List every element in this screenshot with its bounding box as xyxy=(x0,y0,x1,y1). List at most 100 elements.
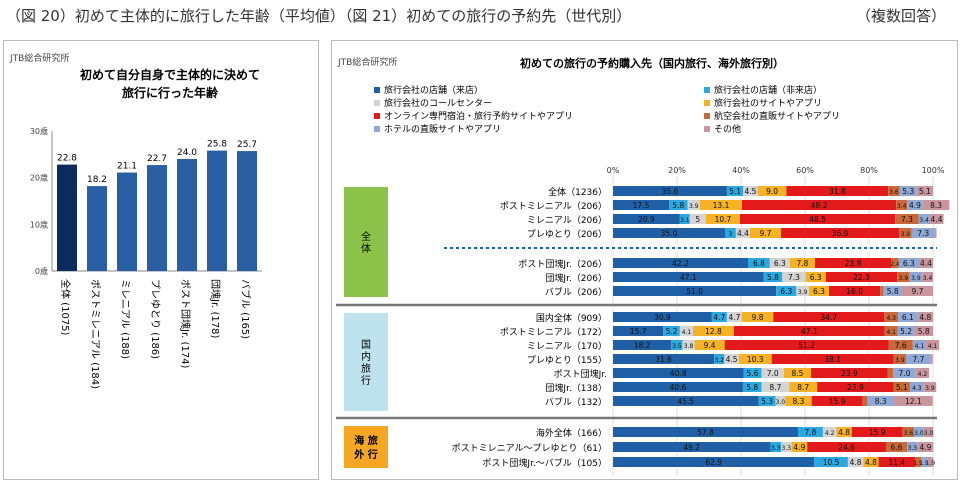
x-tick-label: 80% xyxy=(860,166,878,175)
row-label: ポストミレニアル（206） xyxy=(500,201,607,212)
segment-value-label: 7.8 xyxy=(796,259,808,268)
segment-value-label: 30.9 xyxy=(654,313,671,322)
segment-value-label: 5.3 xyxy=(761,397,773,406)
segment-value-label: 3 xyxy=(729,231,733,238)
group-label-char: 全 xyxy=(361,230,371,243)
row-label: 団塊Jr.（206） xyxy=(545,272,607,284)
segment-value-label: 3.6 xyxy=(904,430,914,437)
segment-value-label: 7.3 xyxy=(788,273,800,282)
stack-segment xyxy=(915,457,922,467)
stack-segment xyxy=(613,427,798,437)
segment-value-label: 6.3 xyxy=(774,259,786,268)
segment-value-label: 4.4 xyxy=(920,259,932,268)
segment-value-label: 12.1 xyxy=(905,397,922,406)
stack-segment xyxy=(915,368,930,378)
bar-value-label: 21.1 xyxy=(117,162,137,172)
group-label-char: 国 xyxy=(361,339,371,351)
segment-value-label: 4.9 xyxy=(920,443,932,452)
stack-segment xyxy=(663,326,680,336)
segment-value-label: 57.8 xyxy=(697,428,714,437)
category-label: ポストミレニアル (184) xyxy=(89,279,101,389)
stack-segment xyxy=(814,258,892,268)
stack-segment xyxy=(613,340,672,350)
legend-label: その他 xyxy=(714,123,741,135)
stack-segment xyxy=(613,382,743,392)
stack-segment xyxy=(740,214,896,224)
stack-segment xyxy=(884,312,899,322)
segment-value-label: 4.2 xyxy=(918,371,928,378)
segment-value-label: 15.9 xyxy=(869,428,886,437)
stack-segment xyxy=(878,457,916,467)
segment-value-label: 48.5 xyxy=(809,215,826,224)
stack-segment xyxy=(785,396,812,406)
stack-segment xyxy=(748,258,770,268)
stack-segment xyxy=(911,228,935,238)
category-label: バブル (165) xyxy=(239,279,252,339)
segment-value-label: 6.3 xyxy=(813,287,825,296)
bar-value-label: 18.2 xyxy=(87,175,107,185)
stack-segment xyxy=(895,214,919,224)
segment-value-label: 3.9 xyxy=(899,275,909,282)
y-tick-label: 20歳 xyxy=(30,173,48,183)
chart-title-line2: 旅行に行った年齢 xyxy=(122,85,219,100)
segment-value-label: 15.7 xyxy=(630,327,647,336)
segment-value-label: 16.0 xyxy=(846,287,863,296)
stack-segment xyxy=(773,312,885,322)
stack-segment xyxy=(613,214,680,224)
segment-value-label: 17.5 xyxy=(633,201,650,210)
stack-segment xyxy=(917,442,934,452)
stack-segment xyxy=(613,312,712,322)
stack-segment xyxy=(912,340,926,350)
segment-value-label: 4.2 xyxy=(825,430,835,437)
stack-segment xyxy=(749,228,781,238)
row-label: ポストミレニアル～プレゆとり（61） xyxy=(452,443,607,454)
segment-value-label: 51.2 xyxy=(798,341,815,350)
stack-segment xyxy=(923,382,937,392)
segment-value-label: 3.3 xyxy=(908,445,918,452)
bar xyxy=(207,150,227,271)
segment-value-label: 1.9 xyxy=(919,460,929,467)
bar-value-label: 22.7 xyxy=(147,154,167,164)
stack-segment xyxy=(923,427,934,437)
segment-value-label: 3.4 xyxy=(919,217,929,224)
legend-swatch xyxy=(374,87,380,93)
segment-value-label: 4.1 xyxy=(915,343,925,350)
stack-segment xyxy=(902,427,915,437)
stack-segment xyxy=(921,457,928,467)
segment-value-label: 12.8 xyxy=(705,327,722,336)
segment-value-label: 18.2 xyxy=(634,341,651,350)
group-label: 外 行 xyxy=(353,448,377,461)
segment-value-label: 3.3 xyxy=(782,445,792,452)
stack-segment xyxy=(808,286,829,296)
segment-value-label: 5.1 xyxy=(919,187,931,196)
stack-segment xyxy=(917,312,933,322)
bar xyxy=(87,186,107,271)
stack-segment xyxy=(735,228,750,238)
segment-value-label: 3.9 xyxy=(911,275,921,282)
stack-segment xyxy=(811,368,888,378)
segment-value-label: 3.5 xyxy=(672,343,682,350)
group-label-char: 体 xyxy=(361,243,371,255)
bar xyxy=(57,164,77,271)
segment-value-label: 5.6 xyxy=(747,369,759,378)
segment-value-label: 9.7 xyxy=(760,229,772,238)
age-chart-panel: JTB総合研究所 初めて自分自身で主体的に決めて 旅行に行った年齢 0歳 10歳 20歳… xyxy=(3,40,319,480)
legend-label: 旅行会社の店舗（来店） xyxy=(384,84,483,96)
segment-value-label: 4.5 xyxy=(726,355,738,364)
x-tick-label: 0% xyxy=(607,166,620,175)
segment-value-label: 51.0 xyxy=(686,287,703,296)
stack-segment xyxy=(888,340,913,350)
stack-segment xyxy=(770,442,781,452)
stack-segment xyxy=(757,186,787,196)
segment-value-label: 8.3 xyxy=(930,201,942,210)
segment-value-label: 5.8 xyxy=(672,201,684,210)
segment-value-label: 20.9 xyxy=(638,215,655,224)
segment-value-label: 10.3 xyxy=(747,355,764,364)
x-tick-label: 40% xyxy=(732,166,750,175)
group-label-char: 行 xyxy=(361,374,371,387)
segment-value-label: 4.9 xyxy=(909,201,921,210)
stack-segment xyxy=(725,228,736,238)
category-label: ミレニアル (188) xyxy=(119,279,130,359)
segment-value-label: 3.0 xyxy=(914,430,924,437)
legend-label: 航空会社の直販サイトやアプリ xyxy=(714,110,840,122)
